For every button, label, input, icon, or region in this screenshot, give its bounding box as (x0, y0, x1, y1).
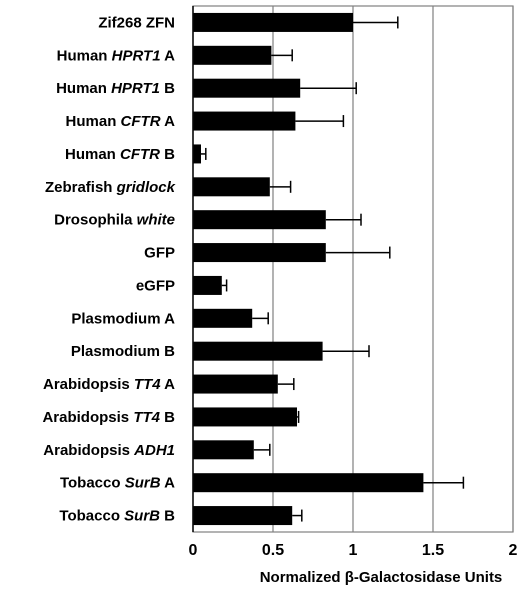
category-label-part: gridlock (116, 179, 176, 196)
category-label-part: Tobacco (60, 475, 125, 492)
category-label: Plasmodium A (71, 310, 175, 327)
category-label-part: Tobacco (59, 508, 124, 525)
category-label-part: HPRT1 (112, 47, 161, 64)
category-label-part: GFP (144, 245, 175, 262)
category-label-part: SurB (124, 508, 160, 525)
category-label-part: B (160, 146, 175, 163)
category-label-part: Plasmodium B (71, 343, 175, 360)
bar (193, 111, 296, 131)
category-label-part: HPRT1 (111, 80, 160, 97)
plot-frame (192, 5, 514, 533)
category-label-part: Human (65, 146, 120, 163)
category-label-part: A (161, 47, 176, 64)
category-label-part: Arabidopsis (43, 376, 134, 393)
bar (193, 275, 222, 295)
x-tick-label: 0.5 (262, 542, 284, 559)
bars (193, 12, 424, 526)
category-label-part: TT4 (134, 376, 161, 393)
category-label-part: TT4 (133, 409, 160, 426)
category-label-part: A (161, 376, 176, 393)
category-label: GFP (144, 245, 175, 262)
category-label-part: eGFP (136, 277, 175, 294)
category-label: Human CFTR B (65, 146, 175, 163)
category-label: Arabidopsis TT4 B (42, 409, 175, 426)
category-label-part: CFTR (121, 113, 161, 130)
error-bars (201, 16, 465, 522)
category-label: Tobacco SurB A (60, 475, 175, 492)
category-label-part: CFTR (120, 146, 160, 163)
x-tick-label: 2 (509, 542, 518, 559)
category-label-part: SurB (125, 475, 161, 492)
category-label-part: B (160, 409, 175, 426)
x-tick-labels: 0 0.5 1 1.5 2 (189, 542, 518, 559)
category-label-part: A (161, 475, 176, 492)
category-label-part: Human (56, 80, 111, 97)
category-label: Zebrafish gridlock (45, 179, 176, 196)
x-tick-label: 1.5 (422, 542, 444, 559)
category-label-part: B (160, 80, 175, 97)
category-label: Zif268 ZFN (98, 14, 175, 31)
bar (193, 12, 353, 32)
category-label-part: B (160, 508, 175, 525)
category-label-part: Drosophila (54, 212, 137, 229)
gridlines (272, 6, 514, 532)
category-label: Tobacco SurB B (59, 508, 175, 525)
category-label-part: Zif268 ZFN (98, 14, 175, 31)
category-label-part: Human (66, 113, 121, 130)
bar (193, 78, 301, 98)
category-label-part: Arabidopsis (42, 409, 133, 426)
category-label: Drosophila white (54, 212, 175, 229)
category-label: Plasmodium B (71, 343, 175, 360)
category-label: Arabidopsis TT4 A (43, 376, 175, 393)
category-label: Human CFTR A (66, 113, 176, 130)
x-tick-label: 1 (349, 542, 358, 559)
category-label: Human HPRT1 B (56, 80, 175, 97)
bar (193, 210, 326, 230)
category-label: eGFP (136, 277, 175, 294)
x-tick-label: 0 (189, 542, 198, 559)
bar (193, 144, 201, 164)
bar (193, 473, 424, 493)
category-label-part: Human (57, 47, 112, 64)
category-label-part: A (161, 113, 176, 130)
category-label-part: Zebrafish (45, 179, 117, 196)
bar (193, 341, 323, 361)
x-axis-title: Normalized β-Galactosidase Units (260, 569, 503, 586)
category-label-part: Arabidopsis (43, 442, 134, 459)
bar (193, 177, 270, 197)
category-label-part: ADH1 (133, 442, 175, 459)
category-label: Human HPRT1 A (57, 47, 176, 64)
bar (193, 374, 278, 394)
category-label-part: white (137, 212, 175, 229)
bar (193, 45, 272, 65)
bar (193, 440, 254, 460)
bar (193, 506, 293, 526)
bar (193, 308, 253, 328)
bar (193, 407, 297, 427)
category-label-part: Plasmodium A (71, 310, 175, 327)
category-label: Arabidopsis ADH1 (43, 442, 175, 459)
bar (193, 243, 326, 263)
